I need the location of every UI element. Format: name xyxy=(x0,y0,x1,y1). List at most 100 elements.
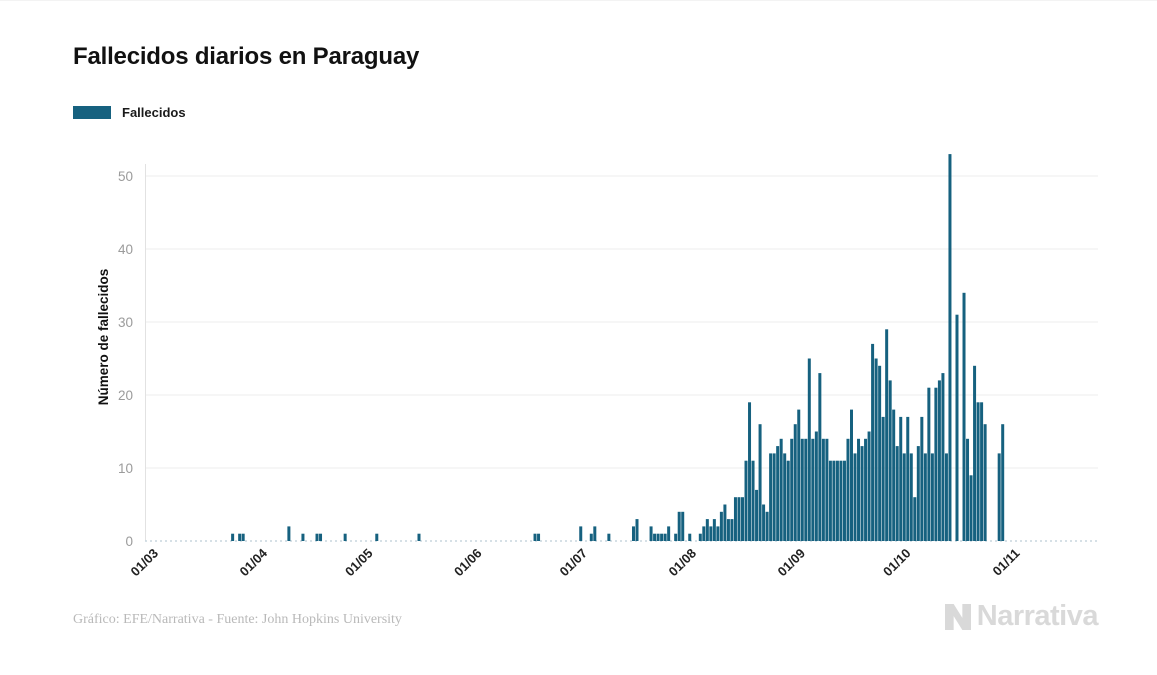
bar xyxy=(698,533,702,541)
bar xyxy=(842,460,846,541)
bar xyxy=(934,387,938,541)
bar xyxy=(765,511,769,541)
bar xyxy=(723,504,727,541)
bar xyxy=(860,446,864,541)
bar xyxy=(769,453,773,541)
bar xyxy=(667,526,671,541)
bar xyxy=(730,519,734,541)
bar xyxy=(807,358,811,541)
bar xyxy=(871,343,875,541)
bar xyxy=(881,416,885,541)
bar xyxy=(980,402,984,541)
bar xyxy=(790,438,794,541)
bar xyxy=(301,533,305,541)
bar xyxy=(920,416,924,541)
legend-label: Fallecidos xyxy=(122,105,186,120)
bar xyxy=(1001,424,1005,541)
bar xyxy=(944,453,948,541)
bar xyxy=(850,409,853,541)
bar xyxy=(969,475,973,541)
x-tick-label: 01/05 xyxy=(342,546,376,580)
bar xyxy=(656,533,660,541)
bar xyxy=(997,453,1001,541)
bar xyxy=(825,438,829,541)
bar xyxy=(948,154,952,541)
bar xyxy=(674,533,678,541)
bar xyxy=(818,373,822,541)
bar xyxy=(916,446,920,541)
bar xyxy=(783,453,787,541)
bar xyxy=(319,533,323,541)
bar xyxy=(779,438,783,541)
bar xyxy=(287,526,291,541)
bar xyxy=(241,533,245,541)
bar xyxy=(688,533,692,541)
bar xyxy=(839,460,843,541)
bar xyxy=(733,497,737,541)
y-tick-label: 30 xyxy=(118,315,133,330)
bar xyxy=(755,489,759,541)
x-tick-label: 01/08 xyxy=(666,546,700,580)
bar xyxy=(793,424,797,541)
bar xyxy=(927,387,931,541)
bar xyxy=(804,438,808,541)
bar xyxy=(899,416,903,541)
bar xyxy=(343,533,347,541)
y-tick-label: 0 xyxy=(125,534,133,549)
bar xyxy=(857,438,861,541)
bar xyxy=(973,365,977,541)
bar xyxy=(941,373,945,541)
bar xyxy=(716,526,720,541)
x-tick-label: 01/10 xyxy=(880,546,914,580)
bar xyxy=(726,519,730,541)
bar xyxy=(913,497,917,541)
bar xyxy=(878,365,882,541)
bar xyxy=(923,453,927,541)
bar xyxy=(962,292,966,541)
bar xyxy=(786,460,790,541)
bar xyxy=(579,526,583,541)
bar xyxy=(906,416,910,541)
watermark-brand-text: Narrativa xyxy=(976,600,1099,632)
bar xyxy=(740,497,744,541)
chart-title: Fallecidos diarios en Paraguay xyxy=(73,43,420,70)
bar xyxy=(631,526,635,541)
bar xyxy=(315,533,319,541)
x-tick-label: 01/03 xyxy=(128,546,162,580)
bar xyxy=(533,533,537,541)
bar xyxy=(663,533,667,541)
bar xyxy=(375,533,379,541)
bar xyxy=(811,438,815,541)
x-tick-label: 01/04 xyxy=(237,545,271,579)
bar xyxy=(702,526,706,541)
legend: Fallecidos xyxy=(73,105,186,120)
bar xyxy=(800,438,804,541)
bar xyxy=(864,438,868,541)
bar xyxy=(902,453,906,541)
narrativa-watermark: Narrativa xyxy=(944,600,1099,633)
bar xyxy=(593,526,597,541)
bar xyxy=(238,533,242,541)
bar xyxy=(653,533,657,541)
bar xyxy=(966,438,970,541)
bar xyxy=(231,533,235,541)
bar xyxy=(677,511,681,541)
bar xyxy=(955,314,959,541)
bar xyxy=(895,446,899,541)
bar xyxy=(709,526,713,541)
bar xyxy=(762,504,766,541)
bar xyxy=(846,438,850,541)
bar xyxy=(649,526,653,541)
legend-swatch xyxy=(73,106,111,119)
bar xyxy=(737,497,741,541)
bar xyxy=(748,402,752,541)
bar xyxy=(607,533,611,541)
bar xyxy=(853,453,857,541)
bar xyxy=(828,460,832,541)
bar xyxy=(744,460,748,541)
bar xyxy=(930,453,934,541)
bar xyxy=(983,424,987,541)
bar xyxy=(589,533,593,541)
bar xyxy=(776,446,780,541)
